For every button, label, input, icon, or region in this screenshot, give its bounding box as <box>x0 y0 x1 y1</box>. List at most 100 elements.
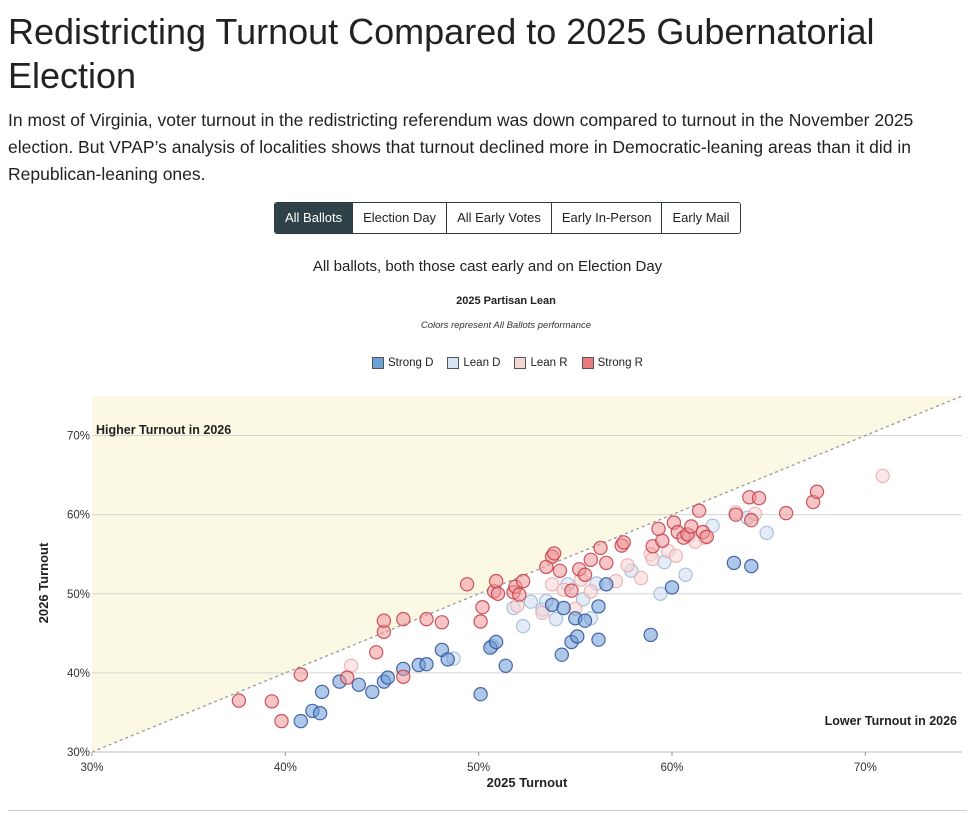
locality-point-strong-r[interactable] <box>546 546 562 561</box>
locality-point-strong-d[interactable] <box>554 647 570 662</box>
x-tick-label: 50% <box>467 762 490 774</box>
locality-point-strong-r[interactable] <box>751 490 767 506</box>
locality-point-strong-r[interactable] <box>655 533 670 549</box>
x-tick-label: 60% <box>660 762 683 774</box>
locality-point-strong-r[interactable] <box>691 503 707 518</box>
y-tick-label: 70% <box>67 431 90 443</box>
legend-subtitle: Colors represent All Ballots performance <box>420 320 592 331</box>
y-tick-label: 60% <box>67 510 90 522</box>
locality-point-strong-r[interactable] <box>488 573 504 589</box>
locality-point-strong-r[interactable] <box>616 535 631 550</box>
locality-point-strong-r[interactable] <box>419 611 434 627</box>
x-tick-label: 30% <box>80 762 103 774</box>
legend-item-strong-r[interactable]: Strong R <box>581 357 643 369</box>
tab-early-mail[interactable]: Early Mail <box>662 203 740 233</box>
tab-election-day[interactable]: Election Day <box>353 203 448 233</box>
locality-point-strong-r[interactable] <box>809 484 825 499</box>
locality-point-lean-r[interactable] <box>620 558 635 573</box>
locality-point-strong-d[interactable] <box>488 634 504 650</box>
bottom-divider <box>8 810 967 811</box>
locality-point-strong-r[interactable] <box>475 600 490 615</box>
locality-point-strong-r[interactable] <box>778 505 794 521</box>
locality-point-strong-r[interactable] <box>512 587 527 602</box>
legend-swatch-lean-d <box>447 357 460 369</box>
legend-label: Strong D <box>388 357 434 369</box>
locality-point-lean-r[interactable] <box>583 584 599 599</box>
locality-point-strong-r[interactable] <box>434 615 450 630</box>
locality-point-strong-d[interactable] <box>351 677 366 693</box>
locality-point-strong-d[interactable] <box>498 658 513 674</box>
y-tick-label: 40% <box>67 668 90 680</box>
locality-point-strong-r[interactable] <box>459 577 475 592</box>
locality-point-strong-d[interactable] <box>643 627 658 643</box>
locality-point-strong-r[interactable] <box>728 507 744 522</box>
tab-all-ballots[interactable]: All Ballots <box>275 203 354 233</box>
locality-point-strong-r[interactable] <box>552 563 568 579</box>
locality-point-strong-r[interactable] <box>651 521 666 537</box>
legend-item-lean-r[interactable]: Lean R <box>514 357 568 369</box>
locality-point-lean-r[interactable] <box>535 605 550 621</box>
locality-point-strong-d[interactable] <box>473 687 488 702</box>
locality-point-strong-d[interactable] <box>293 713 308 729</box>
locality-point-strong-d[interactable] <box>380 670 395 685</box>
locality-point-strong-r[interactable] <box>376 613 392 628</box>
locality-point-strong-r[interactable] <box>744 513 759 528</box>
locality-point-lean-d[interactable] <box>515 619 531 634</box>
locality-point-lean-r[interactable] <box>343 658 359 674</box>
legend-item-strong-d[interactable]: Strong D <box>372 357 433 369</box>
locality-point-lean-d[interactable] <box>653 586 668 602</box>
locality-point-lean-d[interactable] <box>759 525 774 541</box>
locality-point-strong-r[interactable] <box>599 555 614 571</box>
locality-point-strong-r[interactable] <box>274 713 289 729</box>
locality-point-strong-d[interactable] <box>312 706 328 721</box>
locality-point-strong-r[interactable] <box>564 583 579 598</box>
page-description: In most of Virginia, voter turnout in th… <box>8 110 914 184</box>
annotation-higher-turnout: Higher Turnout in 2026 <box>96 423 231 437</box>
locality-point-lean-d[interactable] <box>678 567 693 583</box>
locality-point-strong-d[interactable] <box>726 555 742 571</box>
locality-point-strong-r[interactable] <box>490 586 506 602</box>
locality-point-lean-r[interactable] <box>645 551 660 567</box>
locality-point-strong-d[interactable] <box>314 684 330 700</box>
locality-point-strong-r[interactable] <box>684 519 699 534</box>
locality-point-strong-r[interactable] <box>396 669 411 685</box>
locality-point-strong-r[interactable] <box>699 529 715 545</box>
locality-point-strong-d[interactable] <box>664 580 680 595</box>
locality-point-strong-r[interactable] <box>515 573 531 589</box>
locality-point-lean-r[interactable] <box>875 468 890 484</box>
locality-point-strong-r[interactable] <box>369 645 384 660</box>
locality-point-strong-r[interactable] <box>583 552 599 568</box>
locality-point-strong-d[interactable] <box>599 577 614 592</box>
locality-point-lean-d[interactable] <box>523 594 539 609</box>
locality-point-strong-d[interactable] <box>591 599 606 614</box>
locality-point-strong-d[interactable] <box>591 632 606 647</box>
locality-point-lean-r[interactable] <box>544 577 560 592</box>
locality-point-strong-r[interactable] <box>340 670 355 685</box>
locality-point-strong-r[interactable] <box>593 540 608 556</box>
legend-item-lean-d[interactable]: Lean D <box>447 357 500 369</box>
locality-point-strong-d[interactable] <box>577 613 593 628</box>
locality-point-strong-d[interactable] <box>419 657 434 672</box>
y-axis-label: 2026 Turnout <box>36 542 51 623</box>
locality-point-strong-d[interactable] <box>744 558 759 574</box>
locality-point-lean-d[interactable] <box>548 611 564 627</box>
locality-point-strong-d[interactable] <box>556 600 571 616</box>
locality-point-lean-r[interactable] <box>668 548 684 564</box>
locality-point-strong-d[interactable] <box>440 652 455 667</box>
x-axis-label: 2025 Turnout <box>487 775 568 790</box>
locality-point-strong-r[interactable] <box>577 567 593 583</box>
locality-point-strong-r[interactable] <box>473 614 488 629</box>
tab-all-early-votes[interactable]: All Early Votes <box>447 203 552 233</box>
locality-point-lean-r[interactable] <box>633 570 649 586</box>
locality-point-strong-r[interactable] <box>396 611 411 627</box>
legend-swatch-lean-r <box>514 357 527 369</box>
locality-point-strong-d[interactable] <box>365 684 380 700</box>
chart-subtitle: All ballots, both those cast early and o… <box>312 258 663 275</box>
locality-point-strong-d[interactable] <box>570 629 585 644</box>
locality-point-strong-r[interactable] <box>231 693 247 708</box>
locality-point-strong-r[interactable] <box>264 694 279 709</box>
legend-label: Lean R <box>530 357 568 369</box>
legend-swatch-strong-d <box>372 357 384 369</box>
tab-early-in-person[interactable]: Early In-Person <box>551 203 663 233</box>
locality-point-strong-r[interactable] <box>293 667 308 682</box>
